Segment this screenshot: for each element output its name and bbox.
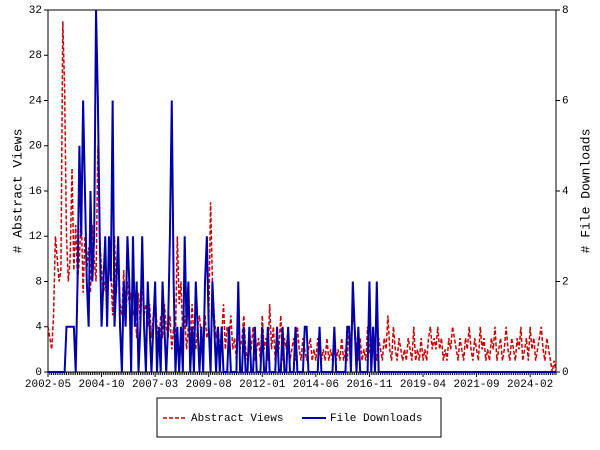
x-tick-label: 2004-10 [78, 379, 124, 391]
y-axis-title: # Abstract Views [10, 129, 25, 254]
x-tick-label: 2016-11 [346, 379, 393, 391]
x-tick-label: 2019-04 [400, 379, 447, 391]
x-tick-label: 2024-02 [507, 379, 553, 391]
x-tick-label: 2012-01 [239, 379, 286, 391]
y2-tick-label: 4 [562, 186, 569, 198]
legend-label: File Downloads [330, 413, 422, 425]
y-tick-label: 28 [29, 50, 42, 62]
x-tick-label: 2014-06 [293, 379, 339, 391]
y-tick-label: 20 [29, 141, 42, 153]
x-tick-label: 2009-08 [186, 379, 232, 391]
x-tick-label: 2021-09 [453, 379, 499, 391]
plot-frame [47, 9, 557, 373]
y-tick-label: 12 [29, 231, 42, 243]
y2-tick-label: 0 [562, 367, 569, 379]
x-tick-label: 2007-03 [132, 379, 178, 391]
y-tick-label: 16 [29, 186, 42, 198]
y-tick-label: 0 [35, 367, 42, 379]
y-tick-label: 8 [35, 276, 42, 288]
y-tick-label: 24 [29, 95, 43, 107]
y2-tick-label: 8 [562, 5, 569, 17]
y2-tick-label: 6 [562, 95, 569, 107]
x-tick-label: 2002-05 [25, 379, 71, 391]
y-tick-label: 4 [35, 322, 42, 334]
y2-axis-title: # File Downloads [578, 129, 593, 254]
y-tick-label: 32 [29, 5, 42, 17]
legend [156, 397, 442, 438]
y2-tick-label: 2 [562, 276, 569, 288]
series-line [48, 9, 556, 373]
legend-label: Abstract Views [191, 413, 283, 425]
